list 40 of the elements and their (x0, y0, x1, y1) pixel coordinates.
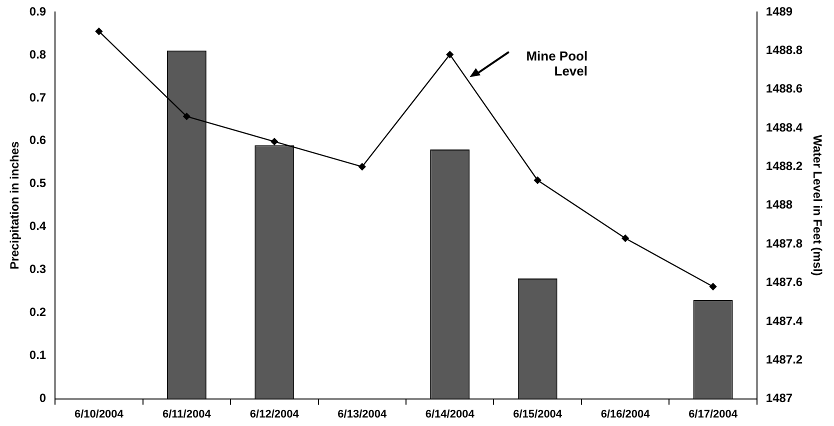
y-tick-label: 0.1 (29, 348, 46, 362)
point (622, 234, 629, 242)
point (270, 138, 278, 146)
x-tick-label: 6/13/2004 (338, 408, 388, 420)
y2-tick-label: 1487.8 (766, 236, 803, 250)
y2-tick-label: 1488.6 (766, 82, 803, 96)
y-tick-label: 0.9 (29, 4, 46, 18)
y-axis-title: Precipitation in inches (8, 141, 22, 270)
x-tick-label: 6/16/2004 (600, 408, 651, 420)
point (534, 176, 542, 184)
point (709, 283, 717, 290)
y-tick-label: 0.8 (29, 47, 46, 62)
y-tick-label: 0.2 (29, 305, 46, 320)
y2-axis-title: Water Level in Feet (msl) (810, 134, 824, 276)
point (95, 28, 103, 35)
y-tick-label: 0.5 (29, 176, 46, 190)
y2-tick-label: 1489 (766, 4, 793, 18)
y2-tick-label: 1488 (766, 198, 793, 212)
y-tick-label: 0.3 (29, 262, 46, 276)
x-tick-label: 6/17/2004 (688, 408, 738, 420)
y2-tick-label: 1488.2 (766, 159, 803, 174)
y2-tick-label: 1487 (766, 391, 793, 406)
y2-tick-label: 1487.6 (766, 275, 803, 290)
x-tick-label: 6/15/2004 (513, 408, 563, 420)
y-tick-label: 0.4 (29, 219, 46, 234)
y2-tick-label: 1488.8 (766, 42, 803, 57)
annotation: Mine Pool Level (526, 48, 588, 79)
x-tick-label: 6/14/2004 (425, 408, 476, 420)
y-tick-label: 0.6 (29, 133, 46, 148)
y-tick-label: 0.7 (29, 90, 46, 104)
point (183, 112, 190, 120)
point (358, 163, 366, 170)
x-tick-label: 6/10/2004 (74, 408, 124, 420)
x-tick-label: 6/11/2004 (162, 408, 212, 420)
x-tick-label: 6/12/2004 (250, 408, 300, 420)
y2-tick-label: 1487.4 (766, 314, 803, 328)
y2-tick-label: 1487.2 (766, 352, 803, 366)
point (446, 50, 454, 58)
y2-tick-label: 1488.4 (766, 120, 803, 134)
y-tick-label: 0 (39, 391, 46, 406)
